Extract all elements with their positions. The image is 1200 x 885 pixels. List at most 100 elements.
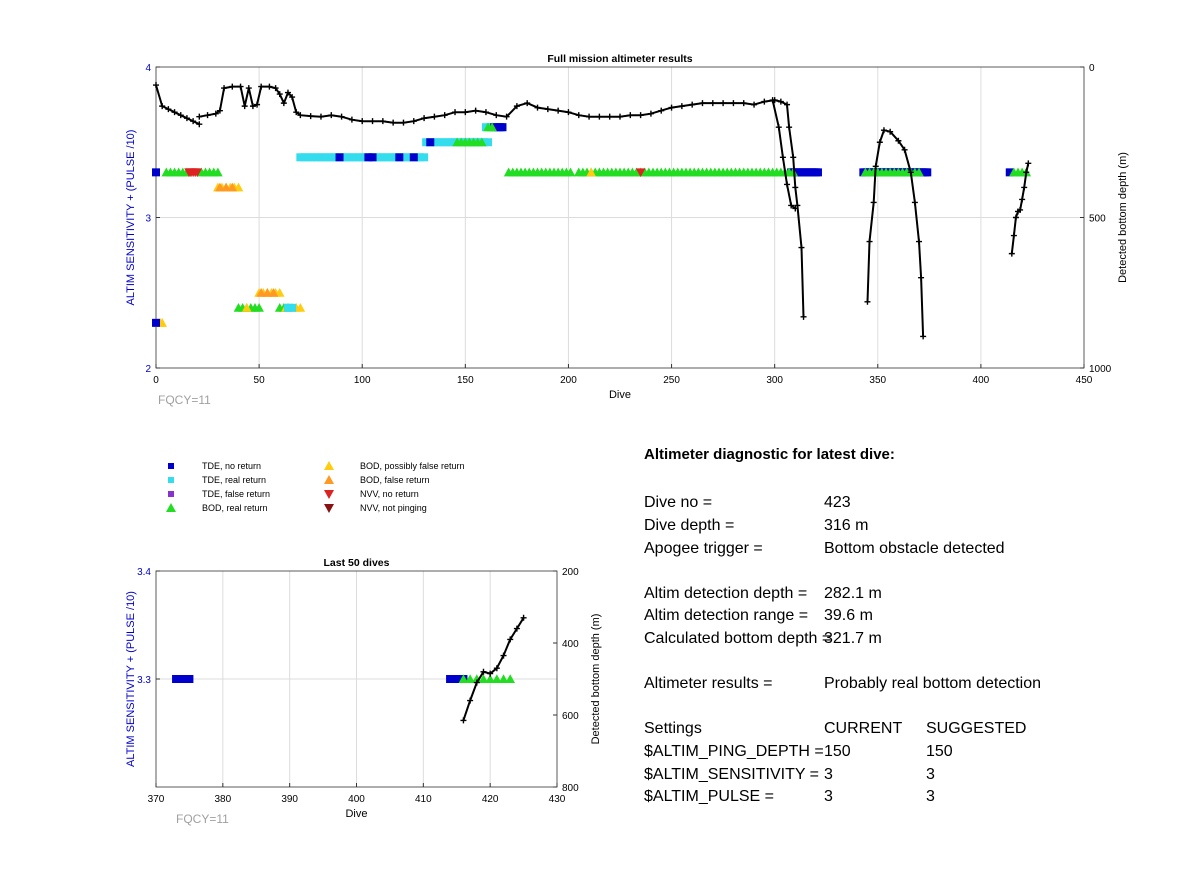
full-mission-depth-point (153, 82, 159, 89)
last-50-depth-line (462, 617, 525, 721)
full-mission-marker-tde_real (308, 153, 317, 162)
full-mission-depth-point (720, 100, 727, 107)
last-50-y2-tick-label: 600 (562, 711, 579, 722)
full-mission-marker-bod_real (565, 167, 576, 177)
full-mission-marker-tde_real (304, 153, 313, 162)
legend-marker-nvv_no_return (324, 490, 334, 499)
full-mission-depth-point (872, 163, 879, 170)
last-50-depth-point (487, 670, 494, 677)
full-mission-depth-point (1025, 160, 1032, 167)
full-mission-depth-point (196, 113, 203, 120)
full-mission-depth-point (769, 97, 776, 104)
full-mission-depth-point (280, 100, 287, 107)
full-mission-depth-point (266, 83, 273, 90)
setting-current: 3 (824, 788, 833, 805)
full-mission-marker-tde_real (358, 153, 367, 162)
last-50-y2-tick-label: 200 (562, 567, 579, 578)
full-mission-depth-point (272, 85, 279, 92)
last-50-x-tick-label: 400 (348, 794, 365, 805)
legend-label: BOD, real return (202, 503, 268, 513)
full-mission-marker-bod_possibly_false (586, 167, 596, 177)
full-mission-depth-point (524, 100, 531, 107)
suggested-header: SUGGESTED (926, 720, 1027, 737)
full-mission-marker-tde_real (325, 153, 334, 162)
full-mission-depth-point (503, 113, 510, 120)
full-mission-marker-tde_real (434, 138, 443, 147)
setting-current: 150 (824, 743, 851, 760)
last-50-marker-bod_real (485, 674, 495, 683)
legend-marker-tde_false (168, 491, 174, 497)
full-mission-depth-point (400, 119, 407, 126)
full-mission-depth-point (709, 100, 716, 107)
last-50-depth-point (513, 625, 520, 632)
legend-label: TDE, false return (202, 489, 271, 499)
full-mission-depth-point (730, 100, 737, 107)
full-mission-marker-tde_real (345, 153, 354, 162)
full-mission-marker-tde_real (316, 153, 325, 162)
full-mission-depth-point (876, 139, 883, 146)
last-50-depth-point (507, 636, 514, 643)
full-mission-depth-point (379, 118, 386, 125)
last-50-x-tick-label: 430 (549, 794, 566, 805)
full-mission-depth-point (800, 313, 807, 320)
full-mission-depth-point (249, 103, 256, 110)
full-mission-x-tick-label: 250 (663, 375, 680, 386)
full-mission-x-tick-label: 350 (869, 375, 886, 386)
full-mission-depth-point (369, 118, 376, 125)
last-50-x-tick-label: 380 (214, 794, 231, 805)
dive-depth-label: Dive depth = (644, 517, 735, 534)
full-mission-depth-point (784, 101, 791, 108)
full-mission-marker-bod_possibly_false (233, 182, 244, 192)
full-mission-depth-point (678, 103, 685, 110)
full-mission-marker-tde_real (378, 153, 387, 162)
full-mission-depth-point (1012, 214, 1019, 221)
full-mission-depth-point (245, 85, 252, 92)
full-mission-depth-point (258, 83, 265, 90)
full-mission-depth-point (777, 98, 784, 105)
last-50-depth-point (480, 668, 487, 675)
last-50-depth-point (493, 665, 500, 672)
full-mission-depth-point (289, 94, 296, 101)
full-mission-marker-tde_real (422, 138, 431, 147)
full-mission-depth-point (359, 118, 366, 125)
full-mission-depth-point (410, 118, 417, 125)
full-mission-depth-point (790, 154, 797, 161)
full-mission-y-tick-label: 3 (145, 214, 151, 225)
full-mission-depth-point (338, 113, 345, 120)
calculated-bottom-depth-label: Calculated bottom depth = (644, 630, 832, 647)
full-mission-depth-point (534, 104, 541, 111)
full-mission-y2-tick-label: 500 (1089, 214, 1106, 225)
full-mission-depth-point (779, 154, 786, 161)
last-50-depth-point (500, 652, 507, 659)
full-mission-depth-point (668, 104, 675, 111)
full-mission-depth-point (565, 109, 572, 116)
last-50-marker-bod_real (458, 674, 469, 683)
full-mission-depth-point (307, 113, 314, 120)
full-mission-marker-tde_no_return (335, 153, 344, 162)
full-mission-marker-tde_real (329, 153, 338, 162)
full-mission-depth-point (216, 107, 223, 114)
full-mission-marker-tde_real (321, 153, 330, 162)
full-mission-marker-tde_real (430, 138, 439, 147)
full-mission-marker-tde_no_return (152, 318, 160, 327)
full-mission-marker-tde_real (387, 153, 396, 162)
full-mission-depth-point (212, 110, 219, 117)
last-50-chart-title: Last 50 dives (324, 557, 390, 569)
full-mission-depth-point (792, 205, 799, 212)
full-mission-depth-point (229, 83, 236, 90)
full-mission-depth-point (177, 112, 184, 119)
full-mission-x-tick-label: 100 (354, 375, 371, 386)
full-mission-depth-point (880, 127, 887, 134)
legend-marker-bod_false (324, 475, 334, 484)
last-50-y-axis-label: ALTIM SENSITIVITY + (PULSE /10) (125, 591, 137, 767)
full-mission-marker-tde_real (446, 138, 455, 147)
legend-label: BOD, false return (360, 475, 430, 485)
last-50-marker-tde_no_return (172, 675, 181, 683)
full-mission-depth-point (390, 119, 397, 126)
full-mission-marker-bod_possibly_false (274, 287, 285, 297)
full-mission-depth-point (254, 101, 261, 108)
last-50-depth-point (473, 679, 480, 686)
last-50-x-tick-label: 420 (482, 794, 499, 805)
full-mission-marker-bod_false (268, 287, 279, 297)
